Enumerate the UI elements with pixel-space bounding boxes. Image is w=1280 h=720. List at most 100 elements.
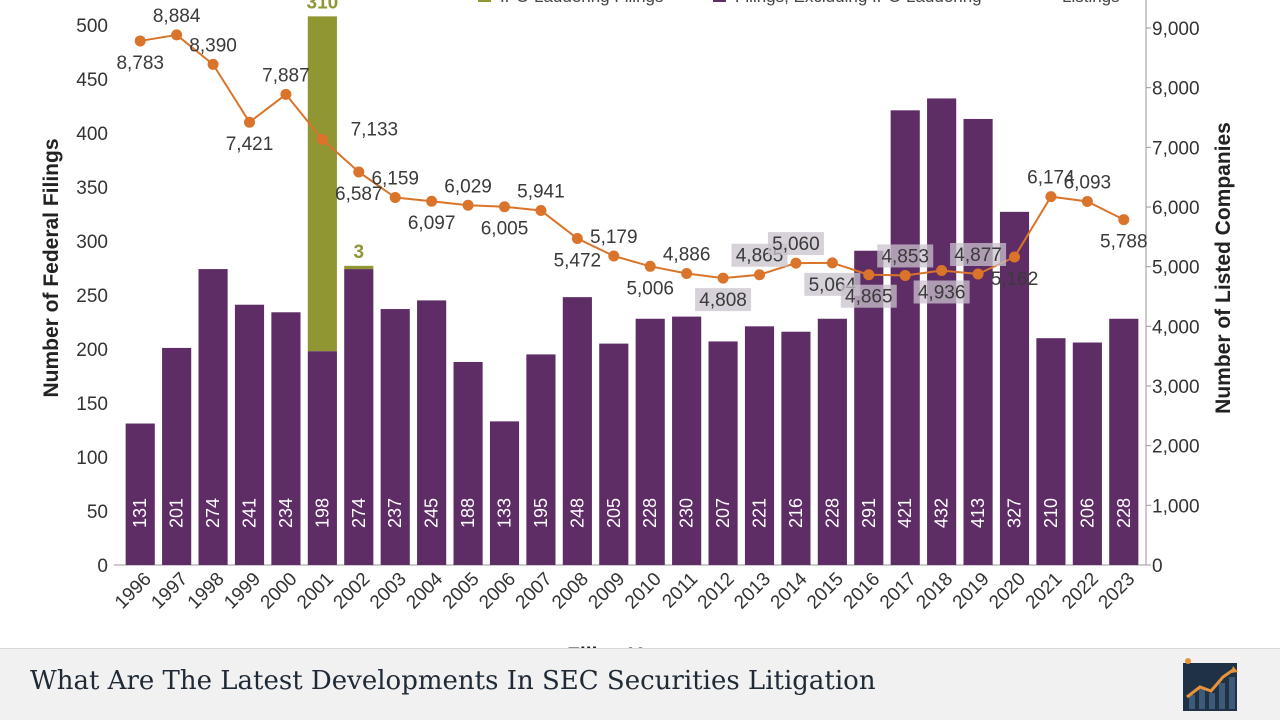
bar-value-label: 237 [385, 498, 405, 528]
listings-value-label: 7,887 [262, 65, 310, 86]
listings-point [280, 88, 292, 100]
bar-filings [380, 309, 410, 565]
x-tick-label: 2008 [548, 569, 593, 614]
bar-ipo-value-label: 310 [307, 0, 339, 13]
x-tick-label: 2002 [330, 569, 375, 614]
listings-point [1081, 195, 1093, 207]
bar-value-label: 234 [276, 498, 296, 528]
bar-value-label: 221 [750, 498, 770, 528]
bar-filings [125, 423, 155, 565]
listings-value-label: 8,884 [153, 6, 201, 27]
bar-value-label: 248 [567, 498, 587, 528]
y-tick-right: 8,000 [1152, 79, 1200, 100]
listings-point [353, 166, 365, 178]
y-tick-left: 0 [97, 556, 108, 577]
listings-label-bg [913, 280, 970, 304]
legend-swatch [478, 0, 491, 2]
listings-point [1118, 214, 1130, 226]
y-tick-left: 350 [76, 178, 108, 199]
listings-label-bg [840, 284, 897, 308]
y-tick-left: 100 [76, 448, 108, 469]
bar-value-label: 274 [349, 498, 369, 528]
y-tick-left: 50 [87, 502, 108, 523]
listings-point [134, 35, 146, 47]
bar-value-label: 327 [1005, 498, 1025, 528]
bar-filings [963, 118, 993, 566]
listings-value-label: 6,005 [481, 219, 529, 240]
listings-value-label: 5,006 [626, 278, 674, 299]
caption-title: What Are The Latest Developments In SEC … [30, 666, 876, 696]
y-tick-left: 250 [76, 286, 108, 307]
listings-point [717, 272, 729, 284]
bar-filings [708, 341, 738, 565]
listings-point [426, 195, 438, 207]
x-tick-label: 2011 [658, 569, 702, 613]
x-tick-label: 2007 [512, 569, 557, 614]
listings-label-bg [877, 244, 934, 268]
bar-filings [1072, 342, 1102, 565]
listings-value-label: 4,865 [845, 287, 893, 308]
x-tick-label: 2020 [985, 569, 1030, 614]
y-tick-left: 150 [76, 394, 108, 415]
bar-value-label: 133 [495, 498, 515, 528]
listings-value-label: 5,179 [590, 227, 638, 248]
bar-ipo-value-label: 3 [353, 242, 364, 263]
bar-filings [999, 211, 1030, 565]
bar-value-label: 228 [1114, 498, 1134, 528]
y-tick-right: 1,000 [1152, 496, 1200, 517]
bar-value-label: 207 [713, 498, 733, 528]
bar-ipo-laddering [344, 265, 374, 270]
bar-ipo-laddering [307, 16, 337, 352]
bar-value-label: 413 [968, 498, 988, 528]
bar-filings [162, 347, 192, 565]
y-tick-left: 400 [76, 124, 108, 145]
x-tick-label: 2013 [730, 569, 775, 614]
y-axis-title-left: Number of Federal Filings [40, 138, 63, 397]
listings-value-label: 4,886 [663, 244, 711, 265]
bar-filings [599, 343, 629, 565]
bar-value-label: 210 [1041, 498, 1061, 528]
bar-filings [635, 318, 665, 565]
x-tick-label: 2004 [402, 568, 447, 613]
listings-label-bg [767, 232, 824, 256]
listings-point [535, 205, 547, 217]
y-tick-left: 450 [76, 70, 108, 91]
bar-value-label: 131 [130, 498, 150, 528]
listings-point [207, 58, 219, 70]
x-tick-label: 2001 [293, 569, 338, 614]
listings-point [644, 260, 656, 272]
bar-filings [307, 351, 337, 565]
x-tick-label: 2021 [1022, 569, 1067, 614]
y-tick-right: 7,000 [1152, 138, 1200, 159]
bar-filings [1109, 318, 1139, 565]
bar-value-label: 195 [531, 498, 551, 528]
x-tick-label: 2016 [840, 569, 885, 614]
listings-point [790, 257, 802, 269]
listings-point [462, 199, 474, 211]
bar-filings [453, 361, 483, 565]
legend-entry: IPO Laddering Filings [500, 0, 663, 6]
x-tick-label: 2003 [366, 569, 411, 614]
legend-swatch [713, 0, 726, 2]
x-tick-label: 2023 [1095, 569, 1140, 614]
listings-label-bg [950, 243, 1007, 267]
listings-point [499, 201, 510, 213]
listings-point [936, 264, 948, 276]
listings-value-label: 6,174 [1027, 168, 1075, 189]
bar-value-label: 201 [167, 498, 187, 528]
bar-filings [198, 269, 228, 565]
listings-point [681, 267, 693, 279]
listings-value-label: 6,029 [444, 176, 492, 197]
legend-entry: Listings [1062, 0, 1120, 6]
bar-value-label: 274 [203, 498, 223, 528]
listings-point [1045, 191, 1057, 203]
x-tick-label: 2000 [257, 569, 302, 614]
legend-entry: Filings, Excluding IPO Laddering [735, 0, 982, 6]
listings-value-label: 5,162 [991, 269, 1039, 290]
x-tick-label: 2018 [912, 569, 957, 614]
y-tick-right: 5,000 [1152, 258, 1200, 279]
listings-point [1009, 251, 1020, 263]
bar-filings [672, 316, 702, 565]
bar-filings [781, 331, 811, 565]
y-tick-right: 3,000 [1152, 377, 1200, 398]
